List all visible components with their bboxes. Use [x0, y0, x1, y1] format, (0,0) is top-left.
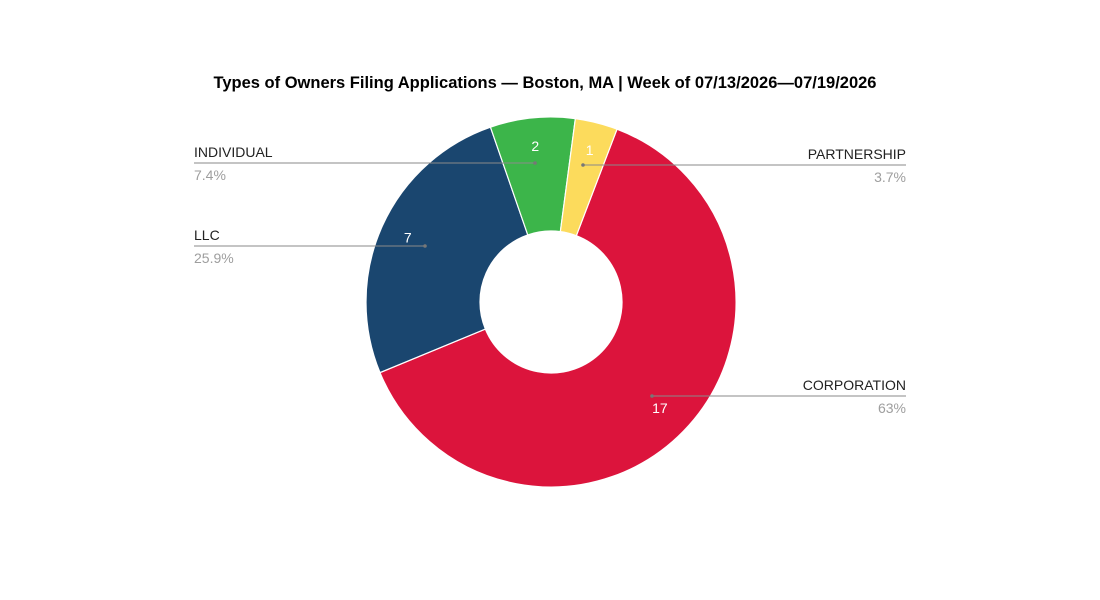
- legend-name-corporation: CORPORATION: [803, 377, 906, 393]
- slice-value-corporation: 17: [652, 400, 668, 416]
- legend-percent-individual: 7.4%: [194, 167, 226, 183]
- leader-lines: [194, 161, 906, 398]
- legend-name-individual: INDIVIDUAL: [194, 144, 273, 160]
- legend-percent-llc: 25.9%: [194, 250, 234, 266]
- chart-title: Types of Owners Filing Applications — Bo…: [214, 74, 877, 92]
- slice-partnership: [559, 117, 618, 237]
- slice-llc: [365, 126, 529, 374]
- legend-name-partnership: PARTNERSHIP: [808, 146, 906, 162]
- legend-percent-corporation: 63%: [878, 400, 906, 416]
- donut-slices: [365, 116, 737, 488]
- legend-percent-partnership: 3.7%: [874, 169, 906, 185]
- slice-corporation: [379, 128, 737, 488]
- leader-dot-individual: [533, 161, 537, 165]
- slice-value-llc: 7: [404, 230, 412, 246]
- slice-value-partnership: 1: [586, 142, 594, 158]
- legend-labels: CORPORATION 63% LLC 25.9% INDIVIDUAL 7.4% PART…: [194, 144, 906, 416]
- slice-value-labels: 17 7 2 1: [404, 138, 668, 416]
- leader-dot-llc: [423, 244, 427, 248]
- leader-dot-corporation: [650, 394, 654, 398]
- leader-dot-partnership: [581, 163, 585, 167]
- legend-name-llc: LLC: [194, 227, 220, 243]
- slice-value-individual: 2: [531, 138, 539, 154]
